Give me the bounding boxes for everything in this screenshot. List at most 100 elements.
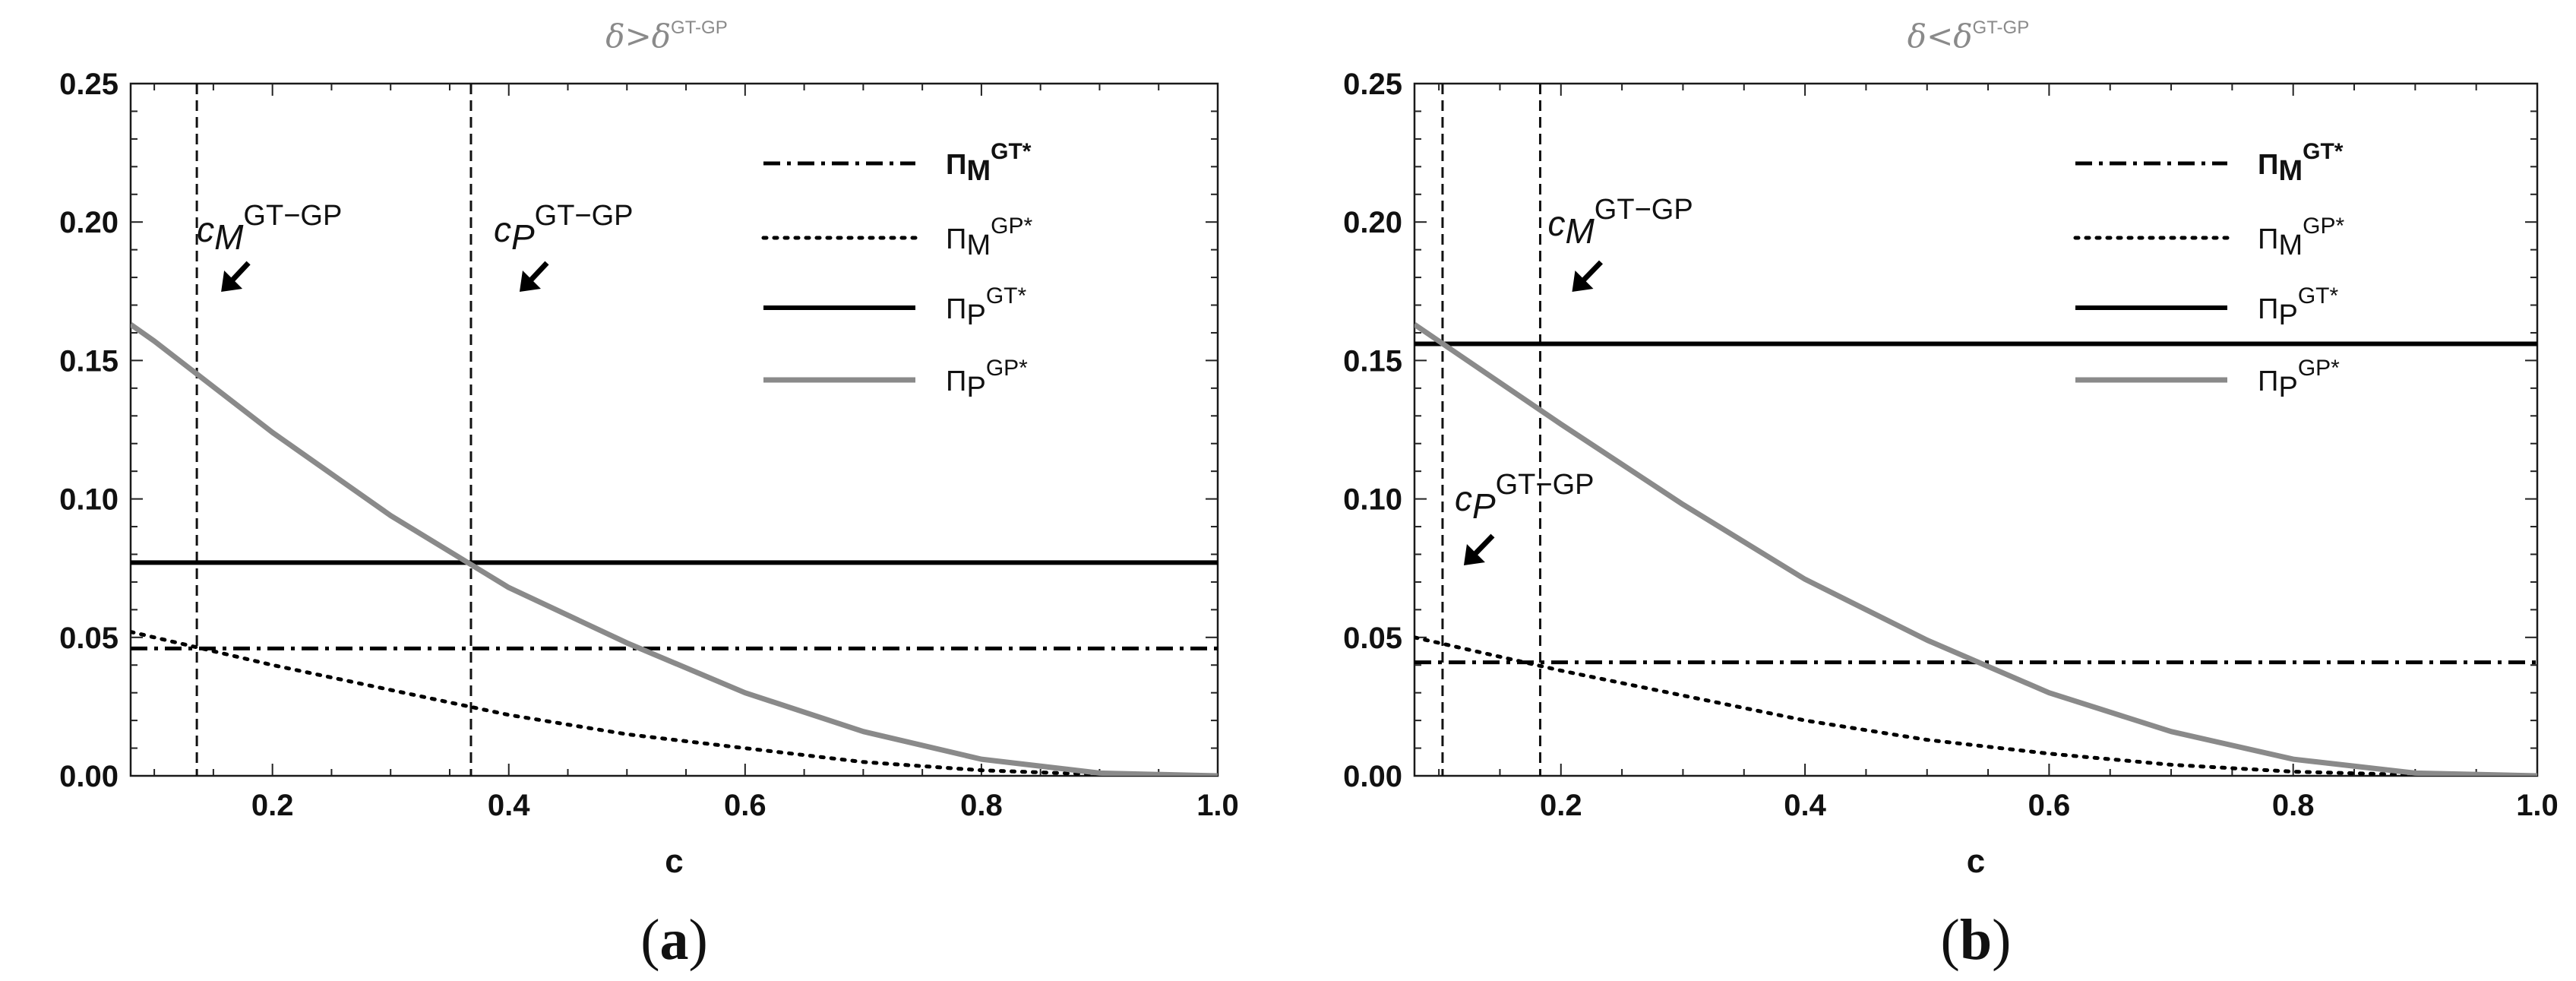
y-tick-label: 0.10 — [59, 483, 119, 517]
legend-label-sup: GT* — [2303, 139, 2344, 164]
legend-label-sub: P — [2278, 299, 2297, 331]
annotation-arrow-head — [1463, 544, 1485, 565]
y-tick-label: 0.15 — [1343, 344, 1402, 378]
x-tick-label: 1.0 — [1196, 789, 1239, 822]
plot-frame — [1413, 82, 2539, 777]
legend-label-sub: P — [966, 299, 985, 331]
y-tick-label: 0.00 — [59, 760, 119, 793]
panel-label-paren: ( — [1941, 908, 1960, 972]
annotation-sub: P — [511, 217, 535, 257]
y-tick-label: 0.25 — [59, 68, 119, 101]
chart-title-sup: GT-GP — [1973, 17, 2030, 38]
annotation-sub: M — [1565, 211, 1595, 251]
legend-label-sup: GT* — [2298, 283, 2339, 309]
legend-label-main: Π — [946, 223, 966, 255]
chart-title-sup: GT-GP — [671, 17, 728, 38]
legend-label: ΠMGP* — [2258, 214, 2344, 261]
threshold-annotation: cMGT−GP — [1547, 194, 1693, 251]
legend-label-sub: M — [966, 229, 991, 261]
chart-title: δ>δGT-GP — [605, 17, 727, 55]
series-line-ΠMGP* — [1414, 635, 2537, 776]
series-line-ΠPGP* — [1414, 322, 2537, 776]
panel-label-paren: ( — [640, 908, 659, 972]
legend-label-main: Π — [946, 366, 966, 397]
x-tick-label: 1.0 — [2516, 789, 2559, 822]
legend-label-main: Π — [2258, 366, 2278, 397]
panel-label-paren: ) — [1992, 908, 2011, 972]
legend-label-main: Π — [946, 293, 966, 325]
plot-frame — [129, 82, 1219, 777]
annotation-sup: GT−GP — [1496, 469, 1595, 501]
legend-label: ΠPGP* — [2258, 356, 2340, 403]
annotation-sub: P — [1472, 486, 1496, 526]
y-tick-label: 0.05 — [59, 622, 119, 655]
annotation-main: c — [197, 210, 214, 249]
annotation-sub: M — [214, 217, 244, 257]
legend-label: ΠMGT* — [946, 139, 1032, 187]
legend-label-sub: P — [2278, 372, 2297, 403]
y-tick-label: 0.10 — [1343, 483, 1402, 517]
threshold-annotation: cPGT−GP — [494, 200, 634, 257]
annotation-main: c — [494, 210, 511, 249]
legend-label-sub: M — [2278, 229, 2303, 261]
x-axis-label: c — [665, 843, 683, 880]
panel-label-letter: b — [1960, 908, 1992, 972]
x-tick-label: 0.4 — [488, 789, 530, 822]
legend-label-sub: M — [2278, 155, 2303, 187]
legend-label-main: Π — [2258, 223, 2278, 255]
series-line-ΠPGP* — [131, 322, 1218, 776]
threshold-annotation: cMGT−GP — [197, 200, 342, 257]
x-tick-label: 0.2 — [1540, 789, 1582, 822]
y-tick-label: 0.20 — [1343, 206, 1402, 239]
legend-label-sup: GP* — [986, 356, 1028, 381]
legend-label-sub: P — [966, 372, 985, 403]
legend-label: ΠPGP* — [946, 356, 1028, 403]
legend-label-main: Π — [946, 149, 966, 181]
legend-label-main: Π — [2258, 149, 2278, 181]
chart-panel-a: 0.2 0.4 0.6 0.8 1.0 0.00 0.05 0.10 0.15 0.20 0.25 c… — [59, 17, 1239, 972]
legend-label: ΠPGT* — [946, 283, 1026, 331]
annotation-sup: GT−GP — [535, 200, 634, 232]
annotation-main: c — [1547, 204, 1565, 243]
y-tick-label: 0.00 — [1343, 760, 1402, 793]
annotation-main: c — [1455, 479, 1472, 518]
annotation-sup: GT−GP — [243, 200, 342, 232]
annotation-sup: GT−GP — [1595, 194, 1693, 226]
x-tick-label: 0.4 — [1784, 789, 1826, 822]
series-group — [1414, 322, 2537, 776]
legend-label-main: Π — [2258, 293, 2278, 325]
chart-panel-b: 0.2 0.4 0.6 0.8 1.0 0.00 0.05 0.10 0.15 0.20 0.25 c… — [1343, 17, 2559, 972]
y-tick-label: 0.05 — [1343, 622, 1402, 655]
panel-label-letter: a — [660, 908, 689, 972]
panel-label: (a) — [640, 908, 708, 972]
legend-label-sup: GP* — [991, 214, 1032, 239]
x-tick-label: 0.8 — [960, 789, 1003, 822]
legend-label-sup: GT* — [986, 283, 1027, 309]
x-tick-label: 0.6 — [724, 789, 766, 822]
panel-label: (b) — [1941, 908, 2012, 972]
legend-label: ΠMGP* — [946, 214, 1032, 261]
x-axis-label: c — [1967, 843, 1985, 880]
legend-label: ΠMGT* — [2258, 139, 2344, 187]
legend-label-sup: GT* — [991, 139, 1032, 164]
y-tick-label: 0.20 — [59, 206, 119, 239]
y-tick-label: 0.15 — [59, 344, 119, 378]
legend-label-sup: GP* — [2303, 214, 2344, 239]
chart-title-main: δ>δ — [605, 17, 671, 55]
legend-label: ΠPGT* — [2258, 283, 2338, 331]
legend-label-sub: M — [966, 155, 991, 187]
annotation-arrow-head — [519, 271, 541, 292]
panel-label-paren: ) — [689, 908, 708, 972]
annotation-arrow-head — [1572, 271, 1594, 292]
x-tick-label: 0.2 — [251, 789, 294, 822]
series-group — [131, 322, 1218, 776]
threshold-annotation: cPGT−GP — [1455, 469, 1595, 526]
x-tick-label: 0.8 — [2272, 789, 2315, 822]
x-tick-label: 0.6 — [2028, 789, 2071, 822]
chart-title-main: δ<δ — [1908, 17, 1973, 55]
annotation-arrow-head — [221, 271, 243, 292]
legend-label-sup: GP* — [2298, 356, 2340, 381]
series-line-ΠMGP* — [131, 630, 1218, 776]
y-tick-label: 0.25 — [1343, 68, 1402, 101]
